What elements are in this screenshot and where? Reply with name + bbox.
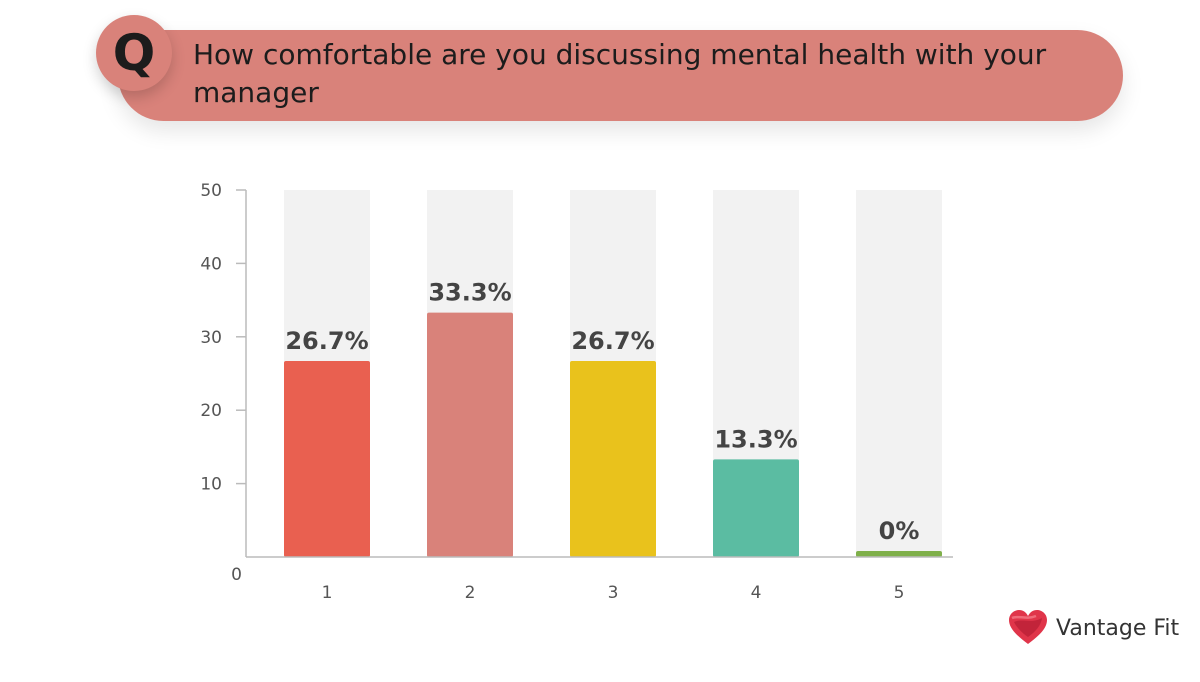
heart-logo-icon [1009,610,1047,644]
x-tick-label-1: 1 [322,583,333,603]
background-bar-5 [856,190,942,557]
question-banner [118,30,1123,121]
y-tick-label-30: 30 [200,328,222,348]
bar-2 [427,312,513,557]
y-tick-label-20: 20 [200,401,222,421]
question-badge-letter: Q [112,24,156,82]
x-tick-label-4: 4 [751,583,762,603]
y-tick-label-10: 10 [200,475,222,495]
value-label-1: 26.7% [285,327,368,355]
bar-3 [570,361,656,557]
value-label-4: 13.3% [714,425,797,453]
y-tick-label-40: 40 [200,254,222,274]
value-label-5: 0% [879,517,920,545]
bar-5 [856,551,942,557]
y-tick-label-50: 50 [200,181,222,201]
bar-1 [284,361,370,557]
x-tick-label-2: 2 [465,583,476,603]
question-text: How comfortable are you discussing menta… [193,38,1047,109]
brand: Vantage Fit [1008,608,1179,648]
x-tick-label-5: 5 [894,583,905,603]
question-badge: Q [96,15,172,91]
x-tick-label-3: 3 [608,583,619,603]
brand-name: Vantage Fit [1056,615,1180,641]
value-label-2: 33.3% [428,279,511,307]
bar-4 [713,459,799,557]
y-tick-label-0: 0 [231,565,242,585]
value-label-3: 26.7% [571,327,654,355]
